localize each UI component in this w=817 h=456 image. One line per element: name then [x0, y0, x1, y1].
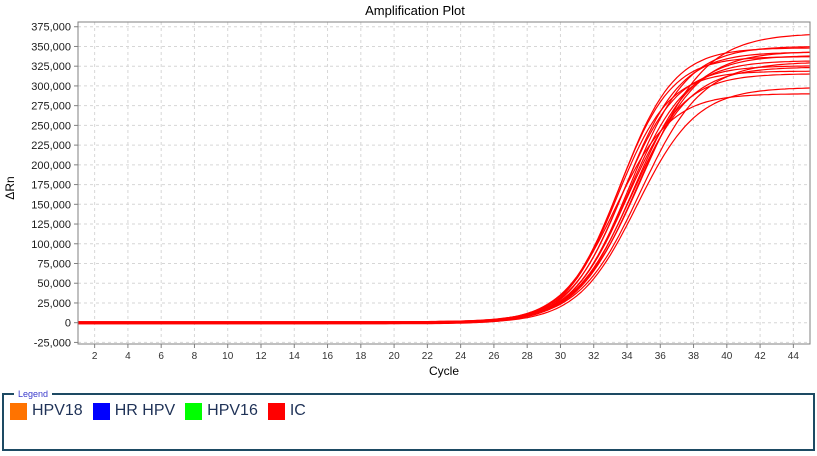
y-tick-label: 0 [65, 318, 71, 330]
legend-swatch-icon [185, 402, 203, 420]
chart-title: Amplification Plot [365, 3, 465, 18]
x-tick-label: 2 [92, 351, 98, 362]
x-tick-label: 42 [755, 351, 767, 362]
x-tick-label: 24 [455, 351, 467, 362]
legend-item-ic[interactable]: IC [267, 402, 306, 420]
y-tick-label: 225,000 [31, 140, 71, 152]
x-tick-label: 16 [322, 351, 334, 362]
legend-swatch-icon [92, 402, 110, 420]
legend-panel: Legend HPV18 HR HPV HPV16 IC [2, 388, 815, 451]
legend-panel-title: Legend [14, 388, 53, 400]
y-tick-label: 250,000 [31, 120, 71, 132]
y-tick-label: 375,000 [31, 22, 71, 34]
amplification-curve [78, 87, 811, 324]
legend-item-label: HPV16 [207, 402, 258, 419]
legend-swatch-icon [267, 402, 285, 420]
legend-item-hr-hpv[interactable]: HR HPV [92, 402, 176, 420]
y-tick-label: 325,000 [31, 61, 71, 73]
amplification-curve [78, 70, 811, 324]
y-tick-label: 275,000 [31, 101, 71, 113]
amplification-plot-canvas[interactable]: Amplification Plot ΔRn Cycle -25,000 0 25,… [0, 0, 817, 390]
axis-ticks [74, 26, 794, 348]
x-tick-label: 22 [422, 351, 434, 362]
amplification-curve [78, 56, 810, 323]
legend-item-label: IC [289, 402, 306, 419]
y-tick-label: 50,000 [37, 278, 71, 290]
x-tick-label: 18 [355, 351, 367, 362]
x-tick-label: 28 [522, 351, 534, 362]
y-tick-label: 300,000 [31, 81, 71, 93]
y-tick-label: 200,000 [31, 160, 71, 172]
x-tick-label: 20 [389, 351, 401, 362]
x-tick-label: 12 [255, 351, 267, 362]
y-tick-label: 175,000 [31, 180, 71, 192]
y-tick-label: 125,000 [31, 219, 71, 231]
x-tick-label: 4 [125, 351, 131, 362]
x-tick-label: 8 [192, 351, 198, 362]
amplification-curve [78, 51, 811, 323]
amplification-curves [78, 34, 811, 325]
x-tick-label: 6 [158, 351, 164, 362]
amplification-curve [78, 93, 810, 324]
x-axis-title: Cycle [429, 364, 459, 378]
legend-items: HPV18 HR HPV HPV16 IC [4, 395, 813, 420]
amplification-curve [78, 34, 811, 323]
x-tick-label: 38 [688, 351, 700, 362]
axis-tick-labels: -25,000 0 25,000 50,000 75,000 100,000 125,000… [31, 22, 799, 362]
y-axis-title: ΔRn [3, 176, 17, 199]
legend-item-label: HR HPV [114, 402, 176, 419]
y-tick-label: -25,000 [34, 337, 71, 349]
amplification-curve [78, 65, 810, 325]
legend-item-hpv16[interactable]: HPV16 [185, 402, 258, 420]
x-tick-label: 14 [289, 351, 301, 362]
plot-border [77, 21, 811, 345]
y-tick-label: 150,000 [31, 199, 71, 211]
legend-swatch-icon [10, 402, 27, 420]
amplification-curve [78, 73, 811, 323]
x-tick-label: 10 [222, 351, 234, 362]
legend-item-hpv18[interactable]: HPV18 [10, 402, 83, 420]
x-tick-label: 44 [788, 351, 800, 362]
x-tick-label: 26 [488, 351, 500, 362]
y-tick-label: 100,000 [31, 239, 71, 251]
x-tick-label: 32 [588, 351, 600, 362]
x-tick-label: 40 [721, 351, 733, 362]
x-tick-label: 34 [621, 351, 633, 362]
gridlines [78, 22, 810, 344]
y-tick-label: 25,000 [37, 298, 71, 310]
x-tick-label: 36 [655, 351, 667, 362]
y-tick-label: 350,000 [31, 41, 71, 53]
legend-item-label: HPV18 [32, 402, 83, 419]
plot-frame [77, 21, 811, 345]
x-tick-label: 30 [555, 351, 567, 362]
y-tick-label: 75,000 [37, 259, 71, 271]
amplification-curve [78, 60, 810, 324]
